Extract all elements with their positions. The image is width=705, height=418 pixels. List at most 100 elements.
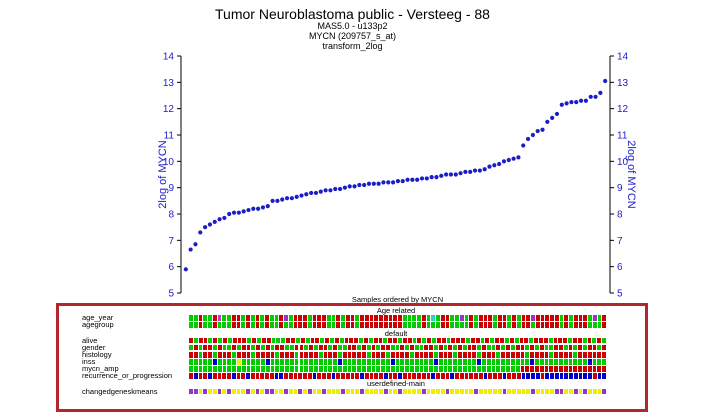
data-point [463, 169, 468, 174]
annotation-cell [483, 373, 489, 379]
annotation-cell [407, 373, 413, 379]
annotation-cell [289, 344, 295, 351]
annotation-cell [361, 366, 367, 372]
annotation-cell [390, 352, 396, 358]
annotation-cell [271, 337, 277, 344]
y-tick-label-left: 13 [163, 78, 175, 89]
annotation-track-label: recurrence_or_progression [82, 371, 173, 381]
annotation-cell [246, 359, 252, 365]
annotation-cell [307, 388, 313, 395]
annotation-cell [445, 388, 451, 395]
annotation-cell [352, 352, 358, 358]
annotation-cell [535, 373, 541, 379]
annotation-cell [507, 373, 512, 379]
annotation-cell [293, 322, 299, 328]
chart-subtitle-transform: transform_2log [322, 41, 383, 51]
annotation-cell [602, 373, 607, 379]
data-point [284, 196, 290, 201]
annotation-cell [232, 344, 238, 351]
annotation-cell [588, 388, 593, 395]
annotation-cell [294, 352, 300, 358]
annotation-cell [198, 352, 204, 358]
annotation-cell [270, 344, 276, 351]
annotation-cell [331, 373, 337, 379]
annotation-cell [534, 352, 540, 358]
annotation-cell [448, 344, 454, 351]
annotation-cell [379, 315, 384, 321]
annotation-cell [443, 366, 449, 372]
annotation-cell [402, 373, 408, 379]
annotation-cell [227, 373, 232, 379]
annotation-cell [347, 366, 353, 372]
annotation-cell [502, 315, 508, 321]
annotation-cell [573, 315, 579, 321]
annotation-cell [198, 366, 204, 372]
annotation-cell [548, 337, 554, 344]
data-point [472, 168, 478, 173]
annotation-cell [279, 322, 284, 328]
data-point [540, 127, 545, 132]
annotation-cell [320, 337, 326, 344]
annotation-cell [212, 388, 218, 395]
annotation-cell [198, 322, 204, 328]
annotation-cell [597, 315, 603, 321]
annotation-cell [474, 322, 479, 328]
annotation-cell [482, 359, 487, 365]
annotation-cell [317, 373, 322, 379]
annotation-cell [198, 344, 204, 351]
annotation-cell [189, 366, 194, 372]
annotation-cell [231, 388, 237, 395]
data-point [468, 169, 473, 174]
y-tick-label-right: 8 [617, 210, 623, 221]
annotation-cell [369, 373, 375, 379]
annotation-cell [434, 359, 439, 365]
annotation-cell [265, 344, 271, 351]
annotation-cell [432, 337, 437, 344]
data-point [419, 176, 425, 181]
annotation-cell [592, 352, 598, 358]
annotation-cell [198, 337, 204, 344]
annotation-cell [213, 359, 218, 365]
annotation-cell [501, 352, 507, 358]
annotation-cell [554, 373, 560, 379]
data-point [559, 102, 564, 107]
annotation-cell [357, 352, 362, 358]
annotation-cell [539, 359, 545, 365]
annotation-cell [241, 388, 246, 395]
annotation-cell [203, 359, 209, 365]
annotation-cell [252, 337, 258, 344]
annotation-cell [602, 388, 607, 395]
annotation-cell [208, 344, 213, 351]
annotation-cell [431, 373, 436, 379]
annotation-cell [383, 322, 389, 328]
annotation-cell [422, 337, 428, 344]
annotation-cell [602, 322, 607, 328]
annotation-cell [559, 373, 565, 379]
annotation-cell [577, 337, 583, 344]
data-point [337, 186, 343, 192]
data-point [390, 180, 396, 185]
annotation-cell [256, 352, 262, 358]
annotation-cell [369, 315, 375, 321]
annotation-cell [419, 359, 425, 365]
annotation-cell [374, 315, 379, 321]
annotation-cell [222, 352, 228, 358]
annotation-cell [426, 322, 432, 328]
annotation-cell [407, 388, 413, 395]
annotation-cell [223, 337, 228, 344]
annotation-cell [193, 352, 199, 358]
annotation-cell [198, 373, 204, 379]
annotation-cell [464, 373, 470, 379]
annotation-cell [265, 373, 270, 379]
annotation-cell [478, 322, 484, 328]
annotation-cell [385, 359, 391, 365]
annotation-cell [531, 322, 536, 328]
annotation-cell [602, 359, 607, 365]
annotation-cell [578, 352, 583, 358]
annotation-cell [265, 315, 270, 321]
annotation-cell [342, 344, 348, 351]
annotation-cell [203, 352, 209, 358]
data-point [578, 98, 584, 103]
data-point [530, 132, 535, 138]
data-point [371, 181, 376, 186]
